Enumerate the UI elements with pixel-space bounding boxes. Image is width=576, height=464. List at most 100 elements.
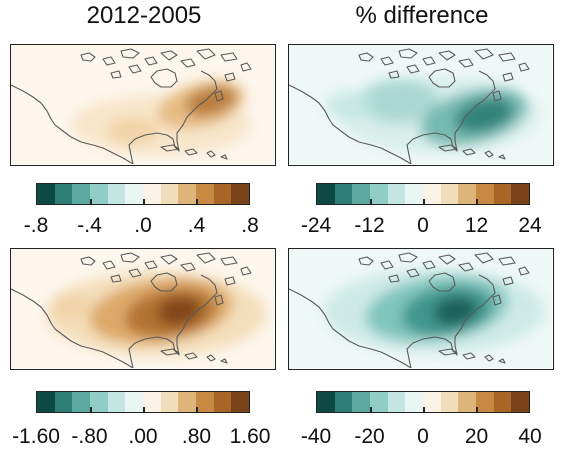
coastline-path [110, 274, 122, 283]
coastline-path [398, 48, 418, 59]
coastline-path [428, 68, 456, 88]
colorbar-swatch [54, 184, 73, 204]
colorbar-swatch [352, 392, 371, 412]
coastline-path [428, 272, 456, 292]
coastline-path [492, 294, 502, 306]
field-region [107, 117, 159, 145]
field-layer [71, 80, 251, 155]
coastline-path [358, 52, 374, 62]
colorbar-swatch [125, 392, 144, 412]
field-layer [325, 77, 539, 153]
colorbar-swatch [143, 184, 161, 204]
coastline-path [200, 70, 218, 102]
coastline-path [388, 70, 400, 79]
coastline-path [220, 52, 238, 62]
field-region [454, 97, 514, 133]
coastline-path [224, 72, 236, 82]
map-svg [11, 45, 274, 164]
map-panel-top-right [288, 44, 554, 166]
colorbar-swatch [72, 392, 91, 412]
tick-label: -24 [300, 214, 332, 237]
tick-label: -.80 [71, 425, 108, 448]
tick-label: -.4 [77, 214, 102, 237]
coastline-path [492, 90, 502, 102]
coastline-path [518, 266, 530, 276]
coastline-path [11, 288, 134, 368]
colorbar-swatch [213, 184, 232, 204]
coastline-path [220, 154, 228, 160]
coastline-path [144, 56, 158, 66]
colorbar-swatch [511, 184, 530, 204]
colorbar-swatch [387, 392, 406, 412]
tick-label: .4 [187, 214, 206, 237]
colorbar-tick [476, 199, 478, 205]
map-panel-bottom-left [10, 248, 276, 370]
tick-label: .0 [134, 214, 152, 237]
colorbar-swatch [72, 184, 91, 204]
colorbar-swatch [160, 392, 179, 412]
tick-label: 12 [464, 214, 489, 237]
coastline-path [120, 252, 140, 263]
coastline-path [289, 288, 412, 368]
colorbar-swatch [405, 184, 424, 204]
colorbar-tick [370, 199, 372, 205]
tick-label: 0 [417, 214, 429, 237]
coastline-path [478, 274, 496, 306]
coastline-path [498, 52, 516, 62]
map-svg [289, 249, 552, 368]
coastline-path [502, 72, 514, 82]
colorbar-top-right [316, 183, 530, 205]
colorbar-swatch [334, 392, 353, 412]
colorbar-swatch [458, 184, 477, 204]
coastline-path [200, 274, 218, 306]
coastline-path [406, 64, 420, 74]
coastline-path [184, 352, 198, 360]
colorbar-labels-top-left: -.8 -.4 .0 .4 .8 [24, 213, 259, 239]
coastline-path [380, 260, 394, 270]
coastline-path [358, 256, 374, 266]
tick-label: 40 [518, 425, 542, 448]
colorbar-swatch [423, 184, 441, 204]
colorbar-swatch [125, 184, 144, 204]
tick-label: -40 [300, 425, 332, 448]
colorbar-tick [196, 407, 198, 413]
field-region [51, 295, 91, 319]
coastline-path [196, 48, 216, 60]
column-title-percent-difference: % difference [355, 2, 489, 29]
colorbar-swatch [440, 184, 459, 204]
coastline-path [150, 68, 178, 88]
coastline-path [498, 154, 506, 160]
colorbar-swatch [37, 184, 55, 204]
colorbar-labels-bottom-right: -40 -20 0 20 40 [301, 424, 542, 450]
colorbar-tick [196, 199, 198, 205]
coastlines [289, 48, 530, 164]
colorbar-swatch [317, 184, 335, 204]
tick-label: -.8 [23, 214, 49, 237]
colorbar-swatch [90, 184, 108, 204]
coastline-path [80, 256, 96, 266]
field-region [359, 79, 439, 123]
coastline-path [150, 272, 178, 292]
coastline-path [160, 50, 178, 61]
coastlines [289, 252, 530, 368]
colorbar-swatch [213, 392, 232, 412]
colorbar-bottom-left [36, 391, 250, 413]
coastline-path [388, 274, 400, 283]
coastline-path [180, 262, 196, 272]
coastline-path [180, 58, 196, 68]
coastline-path [289, 84, 412, 164]
coastline-path [462, 352, 476, 360]
coastline-path [502, 276, 514, 286]
tick-label: 1.60 [229, 425, 271, 448]
coastline-path [474, 48, 494, 60]
tick-label: -20 [354, 425, 385, 448]
colorbar-swatch [317, 392, 335, 412]
coastline-path [102, 260, 116, 270]
colorbar-tick [90, 407, 92, 413]
coastline-path [518, 62, 530, 72]
coastline-path [484, 150, 494, 158]
coastline-path [240, 62, 252, 72]
colorbar-swatch [107, 392, 126, 412]
coastline-path [438, 50, 456, 61]
coastline-path [80, 52, 96, 62]
